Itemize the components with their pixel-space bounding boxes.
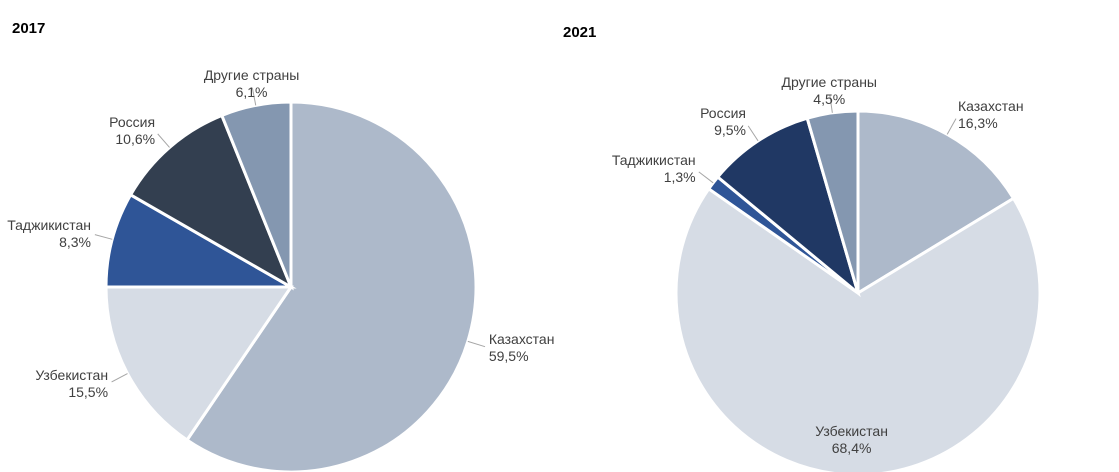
label-value: 16,3% (957, 115, 998, 132)
label-value: 4,5% (813, 91, 846, 108)
label-category: Узбекистан (35, 366, 109, 383)
data-label: Россия 10,6% (109, 114, 155, 148)
label-category: Россия (700, 105, 746, 122)
leader-line (747, 125, 759, 142)
label-value: 15,5% (68, 383, 109, 400)
pie-slice (104, 285, 294, 443)
leader-line (94, 234, 113, 240)
leader-line (829, 94, 833, 113)
label-category: Таджикистан (611, 152, 696, 169)
leader-line (698, 171, 714, 184)
label-value: 9,5% (714, 122, 746, 139)
label-value: 6,1% (235, 83, 268, 100)
data-label: Другие страны 6,1% (204, 67, 300, 101)
label-category: Другие страны (203, 66, 300, 83)
pie-slice (128, 113, 295, 291)
label-category: Казахстан (488, 330, 555, 347)
pie-slice (856, 109, 1016, 296)
data-label: Казахстан 16,3% (958, 98, 1024, 132)
label-category: Казахстан (957, 98, 1024, 115)
leader-line (946, 118, 957, 135)
pie-slice (104, 192, 297, 289)
label-value: 59,5% (488, 347, 529, 364)
leader-line (251, 87, 257, 106)
pie-slice (715, 116, 861, 298)
data-label: Таджикистан 1,3% (612, 152, 696, 186)
label-value: 68,4% (831, 440, 872, 456)
pie-slice (805, 109, 860, 294)
label-value: 1,3% (663, 169, 696, 186)
pie-slice (219, 100, 293, 288)
label-value: 10,6% (115, 130, 156, 147)
leader-line (467, 340, 486, 348)
chart-title: 2017 (12, 20, 46, 37)
pie-slice (674, 186, 1042, 472)
label-category: Узбекистан (815, 423, 888, 439)
label-category: Другие страны (781, 74, 878, 91)
data-label: Россия 9,5% (700, 105, 746, 139)
chart-title: 2021 (563, 24, 597, 41)
label-category: Россия (109, 113, 156, 130)
data-label: Таджикистан 8,3% (7, 217, 91, 251)
data-label: Казахстан 59,5% (489, 331, 555, 365)
leader-line (157, 133, 170, 148)
data-label: Другие страны 4,5% (782, 74, 878, 108)
label-value: 8,3% (59, 233, 91, 250)
data-label: Узбекистан 15,5% (35, 367, 108, 401)
data-label: Узбекистан 68,4% (815, 423, 888, 457)
leader-line (111, 373, 128, 383)
label-category: Таджикистан (7, 216, 91, 233)
